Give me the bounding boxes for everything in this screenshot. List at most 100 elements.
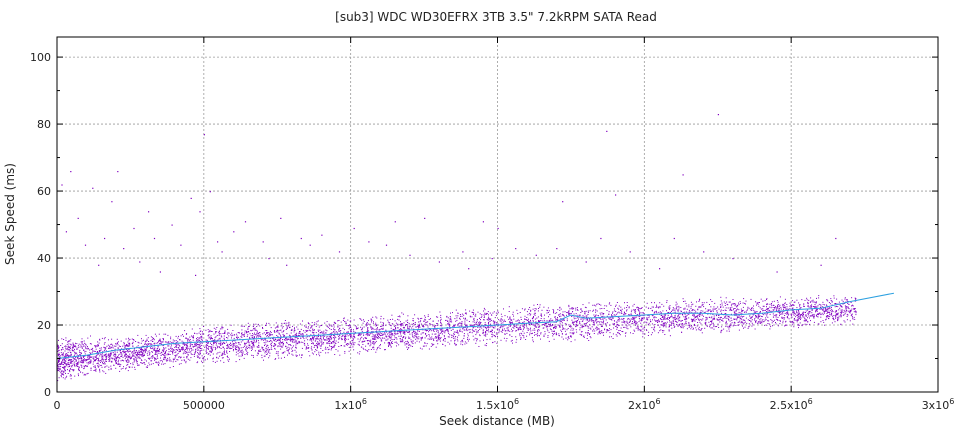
scatter-point <box>609 318 611 320</box>
scatter-point <box>323 338 324 340</box>
scatter-point <box>607 330 609 332</box>
scatter-point <box>615 334 617 336</box>
scatter-point <box>246 332 248 334</box>
scatter-point <box>845 311 847 313</box>
scatter-point <box>840 316 842 318</box>
scatter-point <box>539 306 541 308</box>
scatter-point <box>58 347 59 349</box>
scatter-point <box>153 338 155 340</box>
scatter-point <box>367 335 369 337</box>
scatter-point <box>349 334 351 336</box>
scatter-point <box>752 308 754 310</box>
scatter-point <box>723 328 725 330</box>
scatter-point <box>782 305 784 307</box>
scatter-point <box>806 323 808 325</box>
scatter-point <box>311 340 313 342</box>
scatter-point <box>658 321 660 323</box>
scatter-point <box>531 337 533 339</box>
scatter-point <box>127 351 129 353</box>
scatter-point <box>256 326 258 327</box>
scatter-point <box>272 338 274 340</box>
scatter-point <box>777 301 779 303</box>
scatter-point <box>380 344 381 346</box>
scatter-point <box>250 335 252 337</box>
scatter-point <box>154 347 156 349</box>
scatter-point <box>288 352 290 354</box>
scatter-point <box>219 343 221 345</box>
scatter-point <box>249 336 251 338</box>
scatter-point <box>613 308 615 310</box>
scatter-point <box>364 340 366 342</box>
scatter-point <box>145 350 147 352</box>
scatter-point <box>813 316 815 318</box>
scatter-point <box>199 357 201 359</box>
scatter-point <box>493 321 495 323</box>
scatter-point <box>517 327 519 329</box>
scatter-point <box>105 350 107 352</box>
scatter-point <box>163 349 165 351</box>
scatter-point <box>409 333 411 335</box>
scatter-point <box>261 347 263 349</box>
scatter-point <box>295 351 297 353</box>
scatter-point <box>617 312 619 314</box>
scatter-point <box>417 317 419 319</box>
scatter-point <box>665 314 666 316</box>
scatter-point <box>440 321 441 323</box>
scatter-point <box>557 317 558 319</box>
scatter-point <box>617 316 619 318</box>
scatter-point <box>326 321 328 323</box>
scatter-point <box>816 297 817 299</box>
scatter-point <box>528 324 530 326</box>
scatter-point <box>669 307 671 309</box>
scatter-point <box>137 334 139 336</box>
scatter-point <box>99 339 101 341</box>
scatter-point <box>464 318 466 320</box>
scatter-point <box>626 320 628 322</box>
scatter-point <box>559 306 561 308</box>
scatter-point <box>585 307 587 309</box>
scatter-point <box>238 348 240 350</box>
scatter-point <box>583 311 585 313</box>
scatter-point <box>295 354 297 356</box>
scatter-point <box>256 354 258 356</box>
scatter-point <box>675 304 677 306</box>
scatter-point <box>638 321 640 323</box>
scatter-point <box>110 368 112 370</box>
scatter-point <box>472 327 474 329</box>
scatter-point <box>820 316 822 318</box>
scatter-point <box>268 349 270 351</box>
scatter-point <box>109 355 111 357</box>
scatter-point <box>246 345 248 347</box>
scatter-point <box>149 352 151 354</box>
scatter-point <box>494 331 495 333</box>
scatter-point <box>767 309 769 311</box>
scatter-point <box>668 307 670 309</box>
scatter-point <box>686 328 688 330</box>
scatter-point <box>422 325 424 327</box>
scatter-point <box>197 344 199 345</box>
scatter-point <box>80 360 82 362</box>
scatter-point <box>554 316 556 318</box>
scatter-point <box>523 332 525 334</box>
scatter-point <box>78 375 79 377</box>
scatter-point <box>521 308 523 310</box>
scatter-point <box>681 320 683 321</box>
scatter-point <box>675 318 677 320</box>
scatter-point <box>125 356 127 358</box>
scatter-point <box>813 301 815 303</box>
scatter-point <box>227 359 229 361</box>
scatter-point <box>248 346 250 348</box>
scatter-point <box>279 329 281 331</box>
scatter-point <box>738 311 740 313</box>
scatter-point <box>564 330 566 332</box>
scatter-point <box>304 325 305 327</box>
scatter-point <box>618 330 620 332</box>
scatter-point <box>127 350 128 352</box>
scatter-point <box>289 327 290 329</box>
scatter-point <box>342 338 343 340</box>
scatter-point <box>637 307 639 308</box>
scatter-point <box>226 351 227 353</box>
scatter-point <box>612 338 614 339</box>
scatter-point <box>296 355 298 357</box>
scatter-point <box>228 335 230 337</box>
